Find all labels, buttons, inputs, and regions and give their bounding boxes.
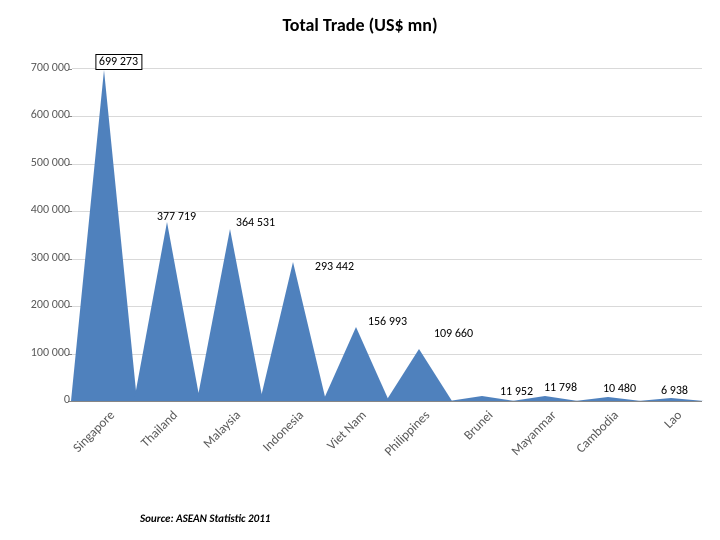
y-tick-label: 400 000 — [10, 203, 70, 217]
source-note: Source: ASEAN Statistic 2011 — [140, 512, 270, 525]
data-label: 11 798 — [544, 381, 577, 395]
data-peak — [197, 226, 263, 401]
data-peak — [323, 324, 389, 401]
x-category-label: Mayanmar — [508, 408, 559, 459]
chart-area: 699 273 377 719 364 531 293 442 156 993 109 6… — [10, 50, 710, 510]
x-category-label: Cambodia — [574, 408, 622, 456]
gridline — [72, 116, 702, 117]
y-tick-label: 0 — [10, 393, 70, 407]
data-peak — [260, 259, 326, 401]
x-category-label: Thailand — [139, 408, 182, 451]
x-category-label: Viet Nam — [325, 408, 370, 453]
x-category-label: Malaysia — [201, 408, 244, 451]
x-category-label: Brunei — [461, 408, 496, 443]
y-tick-label: 600 000 — [10, 108, 70, 122]
data-peak — [134, 219, 200, 401]
y-tick-label: 700 000 — [10, 61, 70, 75]
y-tick-label: 200 000 — [10, 298, 70, 312]
data-label: 156 993 — [368, 315, 407, 329]
data-label: 10 480 — [603, 382, 636, 396]
gridline — [72, 164, 702, 165]
data-label: 699 273 — [95, 54, 142, 70]
x-category-label: Lao — [661, 408, 685, 432]
y-tick-label: 300 000 — [10, 251, 70, 265]
x-category-label: Philippines — [382, 408, 433, 459]
data-peak — [386, 346, 452, 401]
x-category-label: Singapore — [70, 408, 118, 456]
data-label: 109 660 — [434, 327, 473, 341]
chart-title: Total Trade (US$ mn) — [0, 0, 720, 36]
y-tick-label: 500 000 — [10, 156, 70, 170]
data-label: 364 531 — [236, 216, 275, 230]
data-label: 6 938 — [661, 384, 688, 398]
x-category-label: Indonesia — [260, 408, 307, 455]
data-peak — [71, 67, 137, 401]
plot-area: 699 273377 719364 531293 442156 993109 6… — [72, 68, 702, 402]
data-label: 377 719 — [157, 210, 196, 224]
y-tick-label: 100 000 — [10, 346, 70, 360]
data-label: 293 442 — [315, 260, 354, 274]
